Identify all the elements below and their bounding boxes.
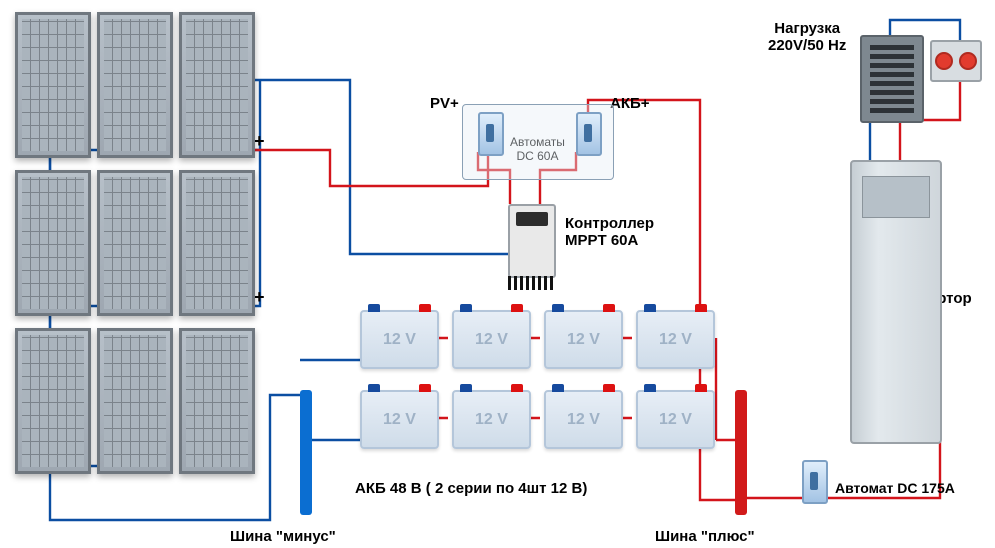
inverter-cabinet	[850, 160, 942, 444]
battery: 12 V	[452, 310, 531, 369]
battery: 12 V	[360, 310, 439, 369]
battery: 12 V	[544, 310, 623, 369]
mppt-controller	[508, 204, 556, 278]
plus-mark: +	[254, 287, 265, 308]
battery: 12 V	[360, 390, 439, 449]
solar-panel	[97, 12, 173, 158]
solar-panel	[179, 170, 255, 316]
dc-breaker-175a	[802, 460, 828, 504]
label-pv-plus: PV+	[430, 95, 459, 112]
bus-minus	[300, 390, 312, 515]
battery: 12 V	[636, 390, 715, 449]
battery: 12 V	[636, 310, 715, 369]
solar-system-diagram: { "diagram": { "type": "electrical-schem…	[0, 0, 995, 548]
label-bus-minus: Шина "минус"	[230, 528, 336, 545]
bus-plus	[735, 390, 747, 515]
solar-panel	[179, 12, 255, 158]
label-load: Нагрузка 220V/50 Hz	[768, 20, 846, 54]
battery: 12 V	[544, 390, 623, 449]
solar-panel	[97, 170, 173, 316]
dc-breaker-pv	[478, 112, 504, 156]
solar-panel	[15, 12, 91, 158]
label-akb-plus: АКБ+	[610, 95, 650, 112]
label-dc175: Автомат DC 175A	[835, 480, 955, 496]
solar-panel	[97, 328, 173, 474]
label-mppt: Контроллер MPPT 60A	[565, 215, 654, 249]
solar-panel	[15, 170, 91, 316]
wall-socket	[930, 40, 982, 82]
label-bus-plus: Шина "плюс"	[655, 528, 755, 545]
solar-panel	[15, 328, 91, 474]
dc-breaker-akb	[576, 112, 602, 156]
battery: 12 V	[452, 390, 531, 449]
plus-mark: +	[254, 131, 265, 152]
load-panel	[860, 35, 924, 123]
label-batterybank: АКБ 48 В ( 2 серии по 4шт 12 В)	[355, 480, 587, 497]
solar-panel	[179, 328, 255, 474]
